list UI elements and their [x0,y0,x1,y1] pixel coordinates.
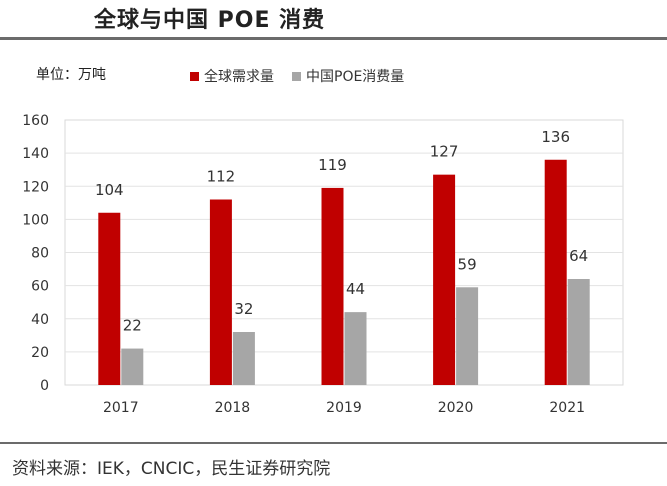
y-tick-label: 100 [22,212,49,228]
legend-label-china: 中国POE消费量 [306,69,405,85]
x-tick-label: 2021 [549,400,585,416]
bar-chart: 0 20 40 60 80 100 120 140 160 104 22 2017 112 32 2018 1… [22,113,624,416]
bar-china [567,279,590,385]
y-tick-label: 40 [31,312,49,328]
data-label-china: 59 [458,255,477,273]
data-label-global: 104 [95,181,124,199]
bar-global [321,187,344,385]
x-tick-label: 2019 [326,400,362,416]
y-tick-label: 120 [22,179,49,195]
legend-swatch-china [292,71,301,81]
data-label-global: 127 [430,143,459,161]
bar-china [121,348,144,385]
bar-global [98,212,121,385]
y-tick-label: 160 [22,113,49,129]
bar-global [544,159,567,385]
bar-global [433,174,456,385]
bar-china [456,287,479,385]
legend: 全球需求量 中国POE消费量 [190,66,422,86]
unit-label: 单位：万吨 [36,67,106,83]
x-tick-label: 2017 [103,400,139,416]
y-tick-label: 60 [31,279,49,295]
x-tick-label: 2018 [215,400,251,416]
legend-label-global: 全球需求量 [204,69,274,85]
data-label-global: 112 [207,168,236,186]
data-label-global: 119 [318,156,347,174]
legend-swatch-global [190,71,199,81]
legend-item-global: 全球需求量 [190,66,274,86]
data-label-china: 64 [569,247,588,265]
source-divider [0,442,667,444]
data-label-china: 32 [234,300,253,318]
bar-global [209,199,232,385]
legend-item-china: 中国POE消费量 [292,66,404,86]
chart-title: 全球与中国 POE 消费 [94,8,326,33]
y-tick-label: 80 [31,246,49,262]
x-tick-label: 2020 [438,400,474,416]
y-tick-label: 0 [40,378,49,394]
title-divider [0,37,667,40]
bar-china [232,332,255,385]
source-note: 资料来源：IEK，CNCIC，民生证券研究院 [12,459,331,479]
y-tick-label: 20 [31,345,49,361]
data-label-china: 44 [346,280,365,298]
bar-china [344,312,367,385]
data-label-global: 136 [541,128,570,146]
data-label-china: 22 [123,317,142,335]
y-tick-label: 140 [22,146,49,162]
